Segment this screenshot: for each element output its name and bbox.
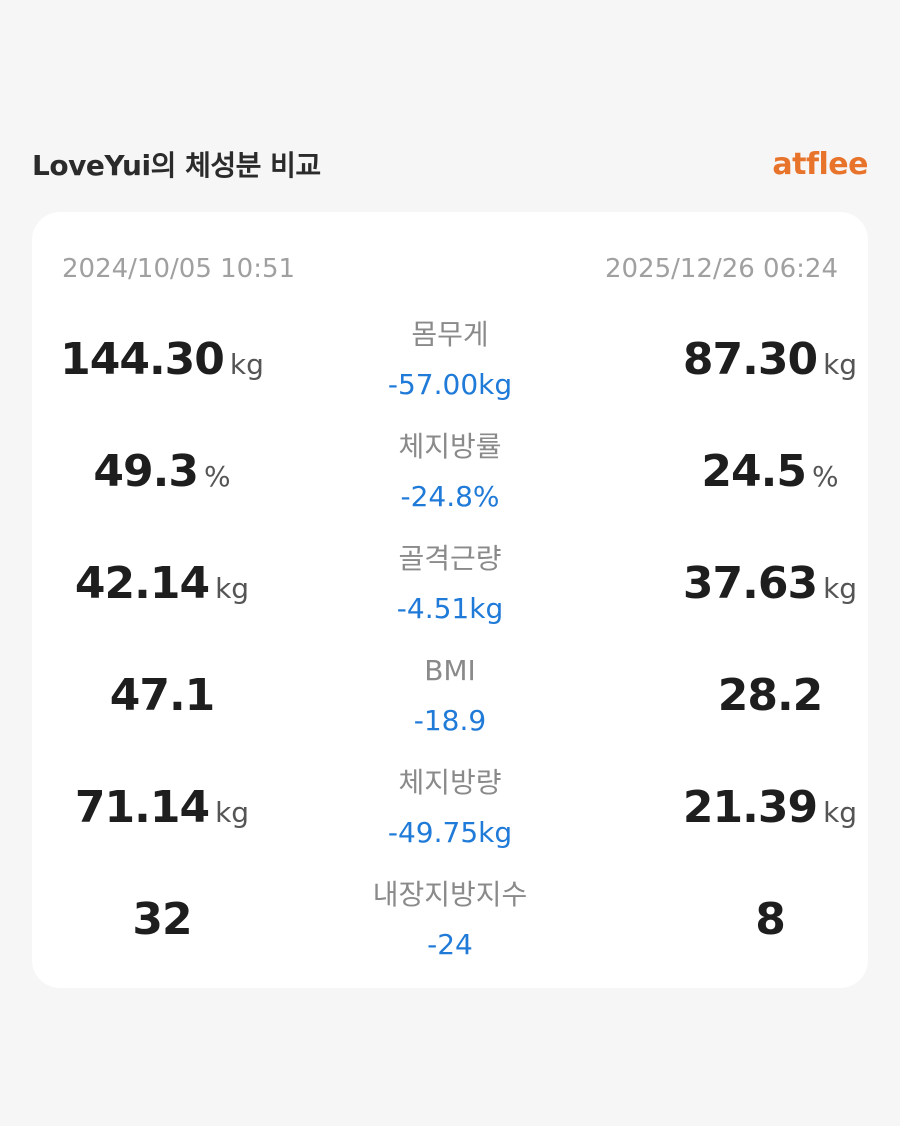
before-number: 47.1 [109, 670, 216, 721]
brand-logo: atflee [772, 146, 868, 182]
metric-label: BMI [424, 654, 476, 687]
after-number: 28.2 [717, 670, 824, 721]
before-value: 71.14 kg [32, 782, 292, 833]
metric-diff: -57.00kg [387, 368, 513, 401]
after-date: 2025/12/26 06:24 [604, 254, 838, 284]
before-number: 49.3 [93, 446, 199, 497]
after-value: 8 [640, 894, 900, 945]
before-number: 71.14 [74, 782, 210, 833]
after-number: 87.30 [682, 334, 818, 385]
before-unit: % [203, 460, 231, 493]
metric-row-skeletal-muscle: 42.14 kg 골격근량 -4.51kg 37.63 kg [32, 536, 868, 648]
date-row: 2024/10/05 10:51 2025/12/26 06:24 [62, 254, 838, 284]
before-number: 144.30 [60, 334, 225, 385]
after-unit: kg [823, 796, 858, 829]
after-value: 21.39 kg [640, 782, 900, 833]
after-value: 28.2 [640, 670, 900, 721]
metric-center: 몸무게 -57.00kg [300, 316, 600, 404]
metric-row-weight: 144.30 kg 몸무게 -57.00kg 87.30 kg [32, 312, 868, 424]
metric-row-bmi: 47.1 BMI -18.9 28.2 [32, 648, 868, 760]
metric-center: 내장지방지수 -24 [300, 876, 600, 964]
page-title: LoveYui의 체성분 비교 [32, 149, 321, 182]
metric-center: 골격근량 -4.51kg [300, 540, 600, 628]
metric-label: 내장지방지수 [372, 878, 528, 911]
after-value: 24.5% [640, 446, 900, 497]
metric-center: 체지방량 -49.75kg [300, 764, 600, 852]
before-unit: kg [229, 348, 264, 381]
after-number: 24.5 [701, 446, 807, 497]
after-number: 21.39 [682, 782, 818, 833]
after-unit: kg [823, 572, 858, 605]
before-value: 49.3% [32, 446, 292, 497]
metric-row-body-fat-mass: 71.14 kg 체지방량 -49.75kg 21.39 kg [32, 760, 868, 872]
after-unit: % [811, 460, 839, 493]
before-value: 144.30 kg [32, 334, 292, 385]
after-number: 8 [755, 894, 786, 945]
before-unit: kg [215, 572, 250, 605]
metric-row-visceral-fat: 32 내장지방지수 -24 8 [32, 872, 868, 984]
after-value: 87.30 kg [640, 334, 900, 385]
metric-center: 체지방률 -24.8% [300, 428, 600, 516]
comparison-card: 2024/10/05 10:51 2025/12/26 06:24 144.30… [32, 212, 868, 988]
before-value: 47.1 [32, 670, 292, 721]
before-date: 2024/10/05 10:51 [62, 254, 296, 284]
metric-center: BMI -18.9 [300, 652, 600, 740]
after-value: 37.63 kg [640, 558, 900, 609]
metric-diff: -4.51kg [396, 592, 504, 625]
metric-row-body-fat-rate: 49.3% 체지방률 -24.8% 24.5% [32, 424, 868, 536]
before-number: 42.14 [74, 558, 210, 609]
metric-label: 몸무게 [411, 318, 489, 351]
metric-diff: -49.75kg [387, 816, 513, 849]
header: LoveYui의 체성분 비교 atflee [32, 140, 868, 188]
metric-label: 체지방량 [398, 766, 502, 799]
before-unit: kg [215, 796, 250, 829]
before-number: 32 [132, 894, 192, 945]
metric-list: 144.30 kg 몸무게 -57.00kg 87.30 kg 49.3% 체지방률… [32, 312, 868, 984]
metric-label: 골격근량 [398, 542, 502, 575]
before-value: 42.14 kg [32, 558, 292, 609]
metric-diff: -24 [427, 928, 473, 961]
after-unit: kg [823, 348, 858, 381]
before-value: 32 [32, 894, 292, 945]
metric-label: 체지방률 [398, 430, 502, 463]
after-number: 37.63 [682, 558, 818, 609]
metric-diff: -24.8% [400, 480, 500, 513]
metric-diff: -18.9 [413, 704, 487, 737]
